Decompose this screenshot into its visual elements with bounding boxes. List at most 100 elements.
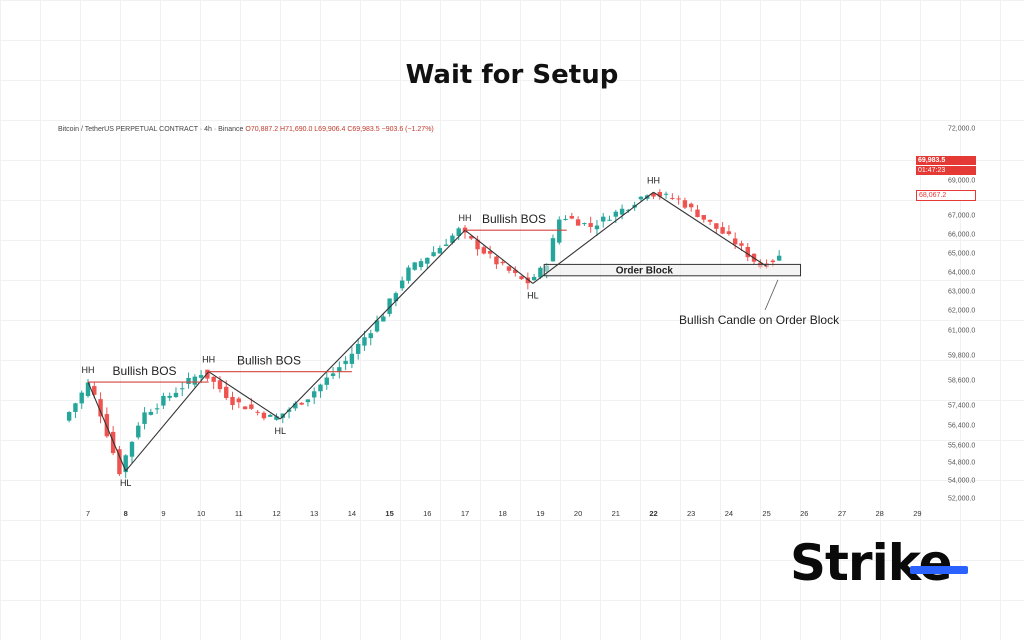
x-tick-label: 18 bbox=[499, 509, 507, 518]
candle-body bbox=[393, 293, 399, 302]
candle-body bbox=[594, 225, 600, 230]
y-tick-label: 69,000.0 bbox=[948, 178, 975, 185]
structure-line bbox=[87, 381, 127, 472]
strike-logo: Strike bbox=[790, 538, 953, 588]
candle-body bbox=[770, 260, 776, 263]
candle-body bbox=[299, 402, 304, 405]
x-tick-label: 11 bbox=[235, 509, 243, 518]
x-tick-label: 7 bbox=[86, 509, 90, 518]
candle-body bbox=[469, 236, 474, 239]
candle-body bbox=[569, 215, 575, 219]
candle-body bbox=[337, 367, 342, 372]
candle-body bbox=[362, 337, 367, 346]
candle-body bbox=[437, 248, 443, 254]
y-tick-label: 62,000.0 bbox=[948, 308, 975, 315]
candle-body bbox=[399, 280, 405, 289]
candle-body bbox=[745, 246, 750, 258]
candle-body bbox=[720, 227, 725, 234]
candle-body bbox=[268, 414, 273, 417]
candle-body bbox=[456, 228, 461, 236]
candle-body bbox=[148, 411, 154, 415]
candle-body bbox=[563, 218, 568, 220]
candle-body bbox=[406, 267, 411, 281]
candle-body bbox=[261, 412, 267, 419]
candle-body bbox=[670, 197, 675, 199]
candle-body bbox=[224, 386, 229, 399]
candle-body bbox=[450, 235, 455, 243]
candle-body bbox=[381, 316, 386, 322]
candle-body bbox=[368, 333, 373, 339]
candle-body bbox=[274, 416, 279, 420]
candle-body bbox=[657, 192, 662, 197]
x-tick-label: 28 bbox=[876, 509, 884, 518]
candle-body bbox=[123, 455, 128, 473]
candle-body bbox=[412, 262, 417, 270]
y-tick-label: 54,800.0 bbox=[948, 460, 975, 467]
candle-body bbox=[431, 252, 436, 257]
candle-body bbox=[714, 223, 719, 229]
candle-body bbox=[663, 193, 669, 195]
x-tick-label: 19 bbox=[536, 509, 544, 518]
bos-label: Bullish BOS bbox=[237, 354, 301, 368]
candle-body bbox=[324, 377, 329, 385]
candle-body bbox=[198, 375, 204, 378]
candle-body bbox=[689, 203, 694, 208]
candle-body bbox=[638, 196, 644, 200]
candle-body bbox=[425, 257, 430, 264]
candle-body bbox=[525, 277, 531, 284]
candle-body bbox=[186, 377, 191, 384]
candle-body bbox=[487, 251, 493, 254]
candle-body bbox=[129, 441, 135, 457]
candle-body bbox=[180, 388, 185, 390]
x-tick-label: 14 bbox=[348, 509, 356, 518]
candle-body bbox=[92, 386, 97, 395]
candle-body bbox=[613, 211, 618, 217]
candle-body bbox=[161, 395, 166, 406]
structure-line bbox=[279, 229, 466, 420]
candle-body bbox=[217, 380, 223, 390]
candle-body bbox=[519, 276, 524, 280]
candle-body bbox=[739, 243, 744, 246]
candle-body bbox=[607, 219, 612, 221]
logo-accent-bar bbox=[910, 566, 968, 574]
structure-line bbox=[532, 191, 654, 284]
y-tick-label: 55,600.0 bbox=[948, 443, 975, 450]
y-tick-label: 59,800.0 bbox=[948, 353, 975, 360]
candle-body bbox=[575, 219, 581, 226]
candle-body bbox=[500, 261, 505, 264]
candle-body bbox=[230, 396, 235, 405]
candle-body bbox=[443, 244, 449, 246]
candle-body bbox=[776, 255, 782, 261]
candle-body bbox=[732, 238, 738, 245]
candle-body bbox=[374, 320, 380, 332]
last-price-tag: 69,983.5 bbox=[916, 156, 976, 165]
candle-body bbox=[355, 343, 361, 354]
page-title: Wait for Setup bbox=[405, 60, 619, 90]
swing-label: HH bbox=[459, 213, 472, 223]
y-tick-label: 58,600.0 bbox=[948, 378, 975, 385]
x-tick-label: 20 bbox=[574, 509, 582, 518]
bos-label: Bullish BOS bbox=[482, 212, 546, 226]
y-tick-label: 52,000.0 bbox=[948, 496, 975, 503]
candle-body bbox=[211, 376, 216, 382]
candle-body bbox=[330, 373, 336, 377]
candle-body bbox=[205, 369, 210, 379]
candle-body bbox=[701, 215, 706, 220]
candle-body bbox=[676, 198, 681, 200]
candle-body bbox=[619, 208, 625, 215]
annotation-label: Bullish Candle on Order Block bbox=[679, 313, 840, 327]
y-tick-label: 63,000.0 bbox=[948, 289, 975, 296]
x-tick-label: 17 bbox=[461, 509, 469, 518]
structure-line bbox=[208, 371, 281, 420]
candle-body bbox=[117, 449, 122, 475]
candle-body bbox=[154, 408, 160, 410]
candle-body bbox=[475, 239, 480, 250]
candle-body bbox=[142, 412, 147, 424]
y-tick-label: 72,000.0 bbox=[948, 126, 975, 133]
order-block-label: Order Block bbox=[616, 266, 674, 277]
candle-body bbox=[349, 353, 355, 364]
candle-body bbox=[73, 403, 78, 412]
logo-text-end: e bbox=[918, 534, 953, 592]
logo-text-accent: k bbox=[887, 534, 920, 592]
